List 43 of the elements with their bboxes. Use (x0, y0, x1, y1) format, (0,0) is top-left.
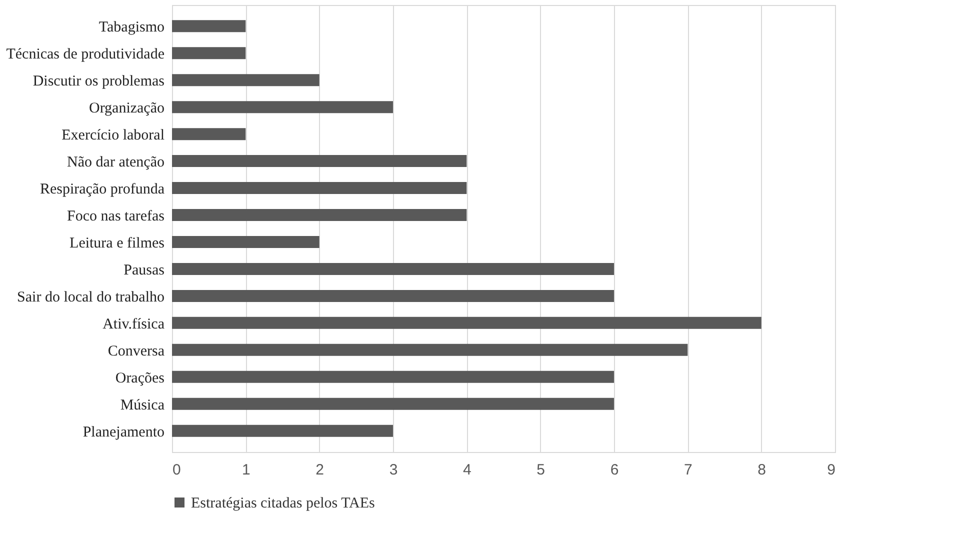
bar (172, 316, 762, 329)
bar (172, 101, 393, 114)
y-tick-label: Música (120, 397, 165, 414)
bar (172, 20, 246, 32)
x-tick-label: 0 (172, 462, 181, 478)
bar (172, 182, 467, 194)
y-tick-label: Não dar atenção (67, 154, 164, 171)
x-tick-label: 9 (827, 462, 836, 478)
bar (172, 128, 246, 140)
bar (172, 370, 614, 383)
bar (172, 290, 614, 302)
bar (172, 262, 614, 275)
y-tick-label: Pausas (124, 262, 165, 278)
y-tick-label: Foco nas tarefas (67, 208, 165, 225)
bar (172, 209, 467, 222)
x-tick-label: 5 (536, 462, 546, 478)
y-tick-label: Planejamento (82, 424, 164, 440)
x-tick-label: 6 (610, 462, 619, 478)
y-tick-label: Discutir os problemas (32, 74, 165, 90)
x-tick-label: 8 (758, 462, 766, 478)
y-tick-label: Tabagismo (98, 20, 164, 36)
y-tick-label: Organização (88, 100, 164, 117)
bar (172, 398, 614, 410)
y-tick-label: Conversa (108, 343, 165, 360)
y-tick-label: Técnicas de produtividade (6, 46, 165, 63)
bar (172, 155, 467, 168)
bar (172, 344, 688, 356)
x-tick-label: 7 (684, 462, 692, 478)
bar (172, 74, 320, 86)
x-tick-label: 1 (242, 462, 250, 478)
y-tick-label: Sair do local do trabalho (17, 289, 164, 306)
x-tick-label: 3 (389, 462, 398, 478)
y-tick-label: Ativ.física (102, 316, 165, 332)
y-tick-label: Orações (115, 370, 165, 386)
bar (172, 424, 393, 437)
legend-label: Estratégias citadas pelos TAEs (191, 496, 376, 512)
y-tick-label: Respiração profunda (40, 182, 165, 198)
y-tick-label: Leitura e filmes (70, 235, 165, 252)
bar (172, 236, 320, 248)
bar (172, 47, 246, 60)
x-tick-label: 2 (316, 462, 324, 478)
x-tick-label: 4 (462, 462, 472, 478)
y-tick-label: Exercício laboral (62, 128, 164, 144)
